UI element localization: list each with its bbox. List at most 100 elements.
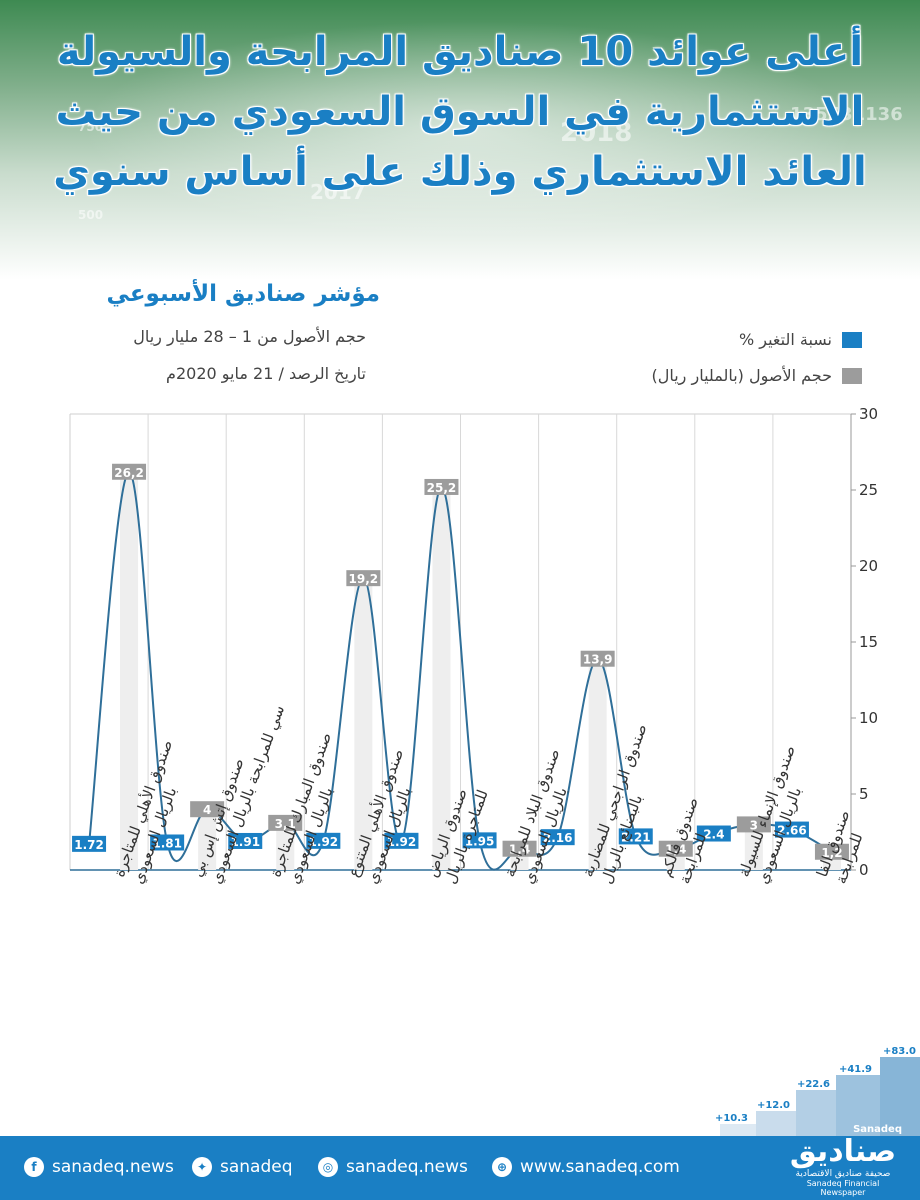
bg-year-2018: 2018 xyxy=(560,118,633,148)
asset-label-box xyxy=(502,840,537,857)
asset-ghost-bar xyxy=(198,809,217,870)
legend-change: نسبة التغير % xyxy=(739,330,862,349)
funds-chart: 0 5 10 15 20 25 30 1.72 1.81 1.91 1.92 1.92 1.95 2.1… xyxy=(69,405,878,887)
change-label-text: 1.81 xyxy=(152,836,182,850)
y-tick-label: 30 xyxy=(859,405,878,423)
change-label-box xyxy=(72,835,107,852)
change-label-box xyxy=(228,832,263,849)
facebook-icon: f xyxy=(24,1157,44,1177)
chart-subtitle: مؤشر صناديق الأسبوعي xyxy=(106,281,380,307)
change-label-text: 1.91 xyxy=(230,835,260,849)
twitter-handle: sanadeq xyxy=(220,1157,293,1177)
website-url: www.sanadeq.com xyxy=(520,1157,680,1177)
page-title: أعلى عوائد 10 صناديق المرابحة والسيولة ا… xyxy=(53,29,867,195)
stair-label-1: +10.3 xyxy=(715,1113,748,1124)
twitter-icon: ✦ xyxy=(192,1157,212,1177)
asset-label-text: 19,2 xyxy=(349,572,379,586)
date-note: تاريخ الرصد / 21 مايو 2020م xyxy=(166,364,366,383)
asset-ghost-bar xyxy=(120,471,139,870)
twitter-link[interactable]: ✦ sanadeq xyxy=(192,1157,293,1177)
brand-name-en: Sanadeq xyxy=(853,1124,902,1135)
stair-label-4: +41.9 xyxy=(839,1064,872,1075)
instagram-link[interactable]: ◎ sanadeq.news xyxy=(318,1157,468,1177)
globe-icon: ⊕ xyxy=(492,1157,512,1177)
change-label-box xyxy=(618,828,653,845)
y-tick-label: 15 xyxy=(859,633,878,651)
asset-label-text: 26,2 xyxy=(114,466,144,480)
bg-number-500: 500 xyxy=(78,208,104,222)
asset-label-box xyxy=(658,840,693,857)
change-label-box xyxy=(462,832,497,849)
change-label-box xyxy=(384,832,419,849)
asset-label-box xyxy=(814,843,849,860)
asset-label-text: 13,9 xyxy=(583,653,613,667)
asset-ghost-bar xyxy=(354,578,373,870)
facebook-handle: sanadeq.news xyxy=(52,1157,174,1177)
asset-label-text: 3 xyxy=(750,818,758,832)
stair-step-5 xyxy=(880,1057,920,1140)
change-label-box xyxy=(774,821,809,838)
bg-ticker-number: 135531136 xyxy=(790,104,903,125)
change-label-text: 1.92 xyxy=(309,835,339,849)
y-tick-label: 20 xyxy=(859,557,878,575)
asset-label-box xyxy=(346,570,381,587)
chart-grid xyxy=(69,413,852,871)
legend-change-swatch xyxy=(842,331,862,348)
asset-ghost-bar xyxy=(276,822,295,870)
bg-year-2017: 2017 xyxy=(310,180,366,204)
asset-label-text: 4 xyxy=(203,803,211,817)
asset-label-text: 3,1 xyxy=(275,817,296,831)
assets-range-note: حجم الأصول من 1 – 28 مليار ريال xyxy=(133,327,366,346)
asset-label-box xyxy=(268,814,303,831)
brand-tagline-ar: صحيفة صناديق الاقتصادية xyxy=(795,1169,891,1179)
header-banner: 750 500 2018 2017 135531136 xyxy=(0,0,920,280)
change-label-text: 2.4 xyxy=(703,828,724,842)
change-label-box xyxy=(306,832,341,849)
change-label-text: 2.66 xyxy=(777,824,807,838)
change-label-box xyxy=(540,829,575,846)
asset-label-text: 25,2 xyxy=(427,481,457,495)
brand-name-ar: صناديق xyxy=(789,1134,897,1169)
data-labels: 1.72 1.81 1.91 1.92 1.92 1.95 2.16 2.21 2.4 2.66 2… xyxy=(72,463,849,860)
asset-label-box xyxy=(736,816,771,833)
stair-label-3: +22.6 xyxy=(797,1079,830,1090)
instagram-handle: sanadeq.news xyxy=(346,1157,468,1177)
footer-bar: f sanadeq.news ✦ sanadeq ◎ sanadeq.news … xyxy=(0,1136,920,1200)
asset-label-box xyxy=(580,650,615,667)
y-tick-label: 25 xyxy=(859,481,878,499)
asset-label-text: 1,2 xyxy=(821,846,842,860)
change-label-text: 2.16 xyxy=(543,831,573,845)
stair-label-5: +83.0 xyxy=(883,1046,916,1057)
y-tick-label: 10 xyxy=(859,709,878,727)
facebook-link[interactable]: f sanadeq.news xyxy=(24,1157,174,1177)
change-label-text: 1.95 xyxy=(465,834,495,848)
asset-label-text: 1,4 xyxy=(665,843,686,857)
asset-label-box xyxy=(112,463,147,480)
asset-label-box xyxy=(424,478,459,495)
brand-tagline-en: Sanadeq Financial Newspaper xyxy=(806,1179,880,1197)
change-label-box xyxy=(150,834,185,851)
bg-number-750: 750 xyxy=(78,120,104,134)
website-link[interactable]: ⊕ www.sanadeq.com xyxy=(492,1157,680,1177)
asset-ghost-bar xyxy=(588,658,607,870)
y-tick-label: 0 xyxy=(859,861,869,879)
stair-label-2: +12.0 xyxy=(757,1100,790,1111)
legend-assets-swatch xyxy=(842,367,862,384)
change-label-box xyxy=(696,825,731,842)
header-glow xyxy=(80,20,860,240)
asset-label-text: 1,4 xyxy=(509,843,530,857)
brand-logo: Sanadeq صناديق صحيفة صناديق الاقتصادية S… xyxy=(784,1124,902,1200)
legend-assets-label: حجم الأصول (بالمليار ريال) xyxy=(651,366,832,385)
curve-line xyxy=(88,470,833,871)
legend-assets: حجم الأصول (بالمليار ريال) xyxy=(651,366,862,385)
asset-label-box xyxy=(190,801,225,818)
legend-change-label: نسبة التغير % xyxy=(738,330,832,349)
y-tick-label: 5 xyxy=(859,785,869,803)
asset-ghost-bar xyxy=(744,824,763,870)
asset-ghost-bar xyxy=(432,486,451,870)
change-label-text: 1.92 xyxy=(387,835,417,849)
